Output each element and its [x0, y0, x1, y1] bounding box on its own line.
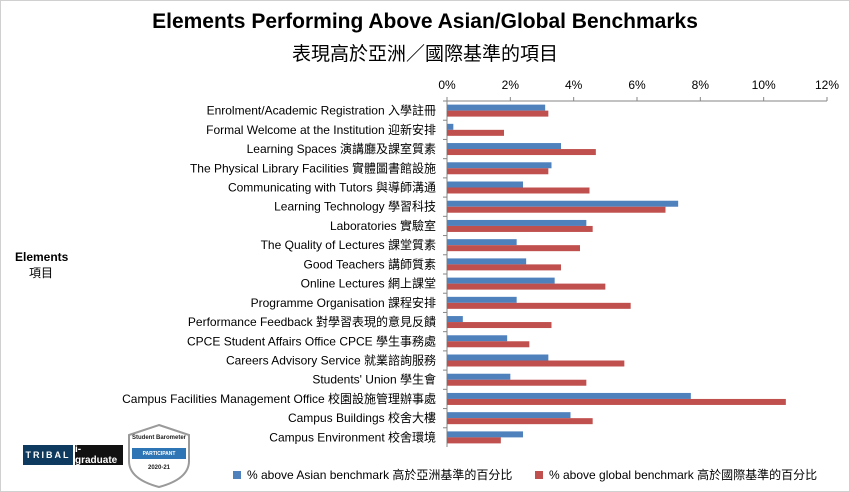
category-label: Campus Environment 校舍環境: [269, 429, 436, 444]
bar-global-benchmark: [447, 187, 590, 194]
bar-asian-benchmark: [447, 104, 546, 111]
bar-asian-benchmark: [447, 239, 517, 246]
student-barometer-badge: Student Barometer PARTICIPANT 2020-21: [123, 423, 195, 489]
category-label: Laboratories 實驗室: [330, 218, 436, 233]
x-tick-label: 8%: [692, 78, 710, 92]
bar-asian-benchmark: [447, 373, 511, 380]
bar-asian-benchmark: [447, 200, 679, 207]
bar-asian-benchmark: [447, 258, 527, 265]
category-label: Formal Welcome at the Institution 迎新安排: [206, 122, 436, 137]
bar-global-benchmark: [447, 398, 786, 405]
category-label: Campus Buildings 校舍大樓: [288, 410, 436, 425]
bar-global-benchmark: [447, 283, 606, 290]
category-label: Enrolment/Academic Registration 入學註冊: [207, 104, 436, 118]
bar-asian-benchmark: [447, 143, 561, 150]
bar-asian-benchmark: [447, 354, 549, 361]
bar-asian-benchmark: [447, 412, 571, 419]
bar-asian-benchmark: [447, 431, 523, 438]
category-label: The Quality of Lectures 課堂質素: [261, 237, 436, 252]
bar-asian-benchmark: [447, 123, 454, 130]
category-label: Good Teachers 講師質素: [304, 256, 437, 271]
x-tick-label: 6%: [628, 78, 646, 92]
bar-global-benchmark: [447, 225, 593, 232]
bar-asian-benchmark: [447, 335, 508, 342]
igraduate-logo: i-graduate: [75, 444, 123, 466]
category-label: CPCE Student Affairs Office CPCE 學生事務處: [187, 334, 436, 348]
y-axis-title: Elements 項目: [15, 249, 69, 281]
bar-global-benchmark: [447, 418, 593, 425]
bar-global-benchmark: [447, 245, 580, 252]
legend-label-global: % above global benchmark 高於國際基準的百分比: [549, 468, 818, 482]
category-label: Learning Technology 學習科技: [274, 200, 436, 214]
bar-asian-benchmark: [447, 296, 517, 303]
badge-shield-icon: [128, 423, 190, 489]
category-label: Performance Feedback 對學習表現的意見反饋: [188, 314, 436, 329]
bar-global-benchmark: [447, 129, 504, 136]
bar-asian-benchmark: [447, 316, 463, 323]
bar-asian-benchmark: [447, 392, 691, 399]
badge-year: 2020-21: [147, 465, 171, 471]
x-tick-label: 2%: [502, 78, 520, 92]
y-axis-title-en: Elements: [15, 250, 69, 264]
y-axis-title-zh: 項目: [28, 266, 53, 280]
bar-global-benchmark: [447, 437, 501, 444]
bar-global-benchmark: [447, 379, 587, 386]
bar-global-benchmark: [447, 341, 530, 348]
category-label: The Physical Library Facilities 實體圖書館設施: [190, 160, 436, 175]
legend-item-asian: % above Asian benchmark 高於亞洲基準的百分比: [233, 466, 512, 483]
bar-global-benchmark: [447, 360, 625, 367]
bar-asian-benchmark: [447, 277, 555, 284]
category-label: Students' Union 學生會: [312, 373, 436, 387]
bar-asian-benchmark: [447, 162, 552, 169]
branding-logo: TRIBAL i-graduate Student Barometer PART…: [23, 423, 233, 489]
bar-global-benchmark: [447, 110, 549, 117]
badge-role: PARTICIPANT: [142, 451, 176, 457]
legend-swatch-asian: [233, 470, 241, 479]
bar-global-benchmark: [447, 302, 631, 309]
category-label: Online Lectures 網上課堂: [301, 276, 436, 291]
legend-item-global: % above global benchmark 高於國際基準的百分比: [535, 466, 817, 483]
x-tick-label: 4%: [565, 78, 583, 92]
chart-title: Elements Performing Above Asian/Global B…: [152, 10, 698, 33]
bar-asian-benchmark: [447, 219, 587, 226]
bar-global-benchmark: [447, 322, 552, 329]
bar-global-benchmark: [447, 168, 549, 175]
bar-global-benchmark: [447, 264, 561, 271]
category-label: Careers Advisory Service 就業諮詢服務: [226, 353, 436, 368]
legend-swatch-global: [535, 470, 543, 479]
legend-label-asian: % above Asian benchmark 高於亞洲基準的百分比: [247, 468, 513, 482]
x-tick-label: 12%: [815, 78, 839, 92]
category-label: Learning Spaces 演講廳及課室質素: [247, 141, 436, 156]
category-label: Communicating with Tutors 與導師溝通: [228, 181, 436, 195]
x-tick-label: 10%: [752, 78, 776, 92]
tribal-logo: TRIBAL: [23, 445, 73, 465]
bar-asian-benchmark: [447, 181, 523, 188]
legend: % above Asian benchmark 高於亞洲基準的百分比 % abo…: [233, 466, 833, 484]
x-tick-label: 0%: [438, 78, 456, 92]
category-label: Programme Organisation 課程安排: [251, 295, 436, 310]
badge-title: Student Barometer: [131, 435, 186, 441]
category-label: Campus Facilities Management Office 校園設施…: [122, 391, 436, 406]
chart-subtitle: 表現高於亞洲／國際基準的項目: [291, 43, 558, 65]
bar-global-benchmark: [447, 206, 666, 213]
bar-global-benchmark: [447, 149, 596, 156]
